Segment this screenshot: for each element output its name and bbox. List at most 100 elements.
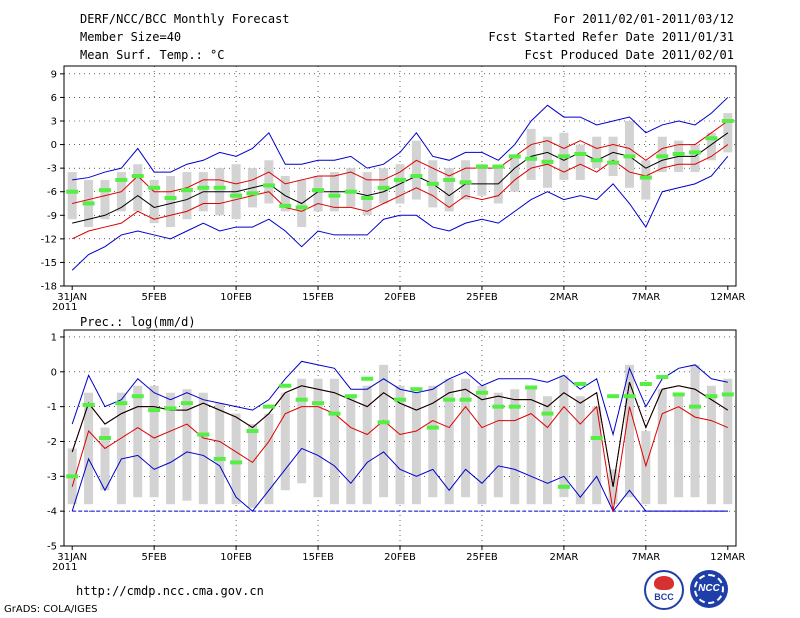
- observed-marker: [525, 156, 538, 161]
- observed-marker: [705, 136, 718, 141]
- observed-marker: [475, 390, 488, 395]
- observed-marker: [131, 174, 144, 178]
- ncc-logo-text: NCC: [698, 583, 720, 594]
- ensemble-box: [313, 176, 323, 212]
- observed-marker: [262, 404, 275, 409]
- x-tick-label: 2MAR: [550, 552, 579, 563]
- ensemble-box: [510, 156, 520, 192]
- ensemble-box: [526, 389, 536, 505]
- observed-marker: [426, 181, 439, 186]
- y-tick-label: -6: [47, 187, 57, 198]
- observed-marker: [459, 180, 472, 185]
- observed-marker: [246, 429, 259, 434]
- observed-marker: [492, 164, 505, 169]
- x-year-label: 2011: [52, 302, 77, 313]
- y-tick-label: 0: [51, 140, 57, 151]
- y-tick-label: -4: [47, 507, 57, 518]
- ensemble-box: [362, 385, 372, 505]
- ensemble-box: [116, 392, 126, 505]
- observed-marker: [508, 154, 521, 159]
- observed-marker: [328, 193, 341, 198]
- x-tick-label: 15FEB: [302, 552, 334, 563]
- x-tick-label: 10FEB: [220, 292, 252, 303]
- ensemble-box: [592, 136, 602, 169]
- ensemble-box: [526, 128, 536, 180]
- y-tick-label: 3: [51, 117, 57, 128]
- ensemble-box: [280, 392, 290, 491]
- observed-marker: [394, 397, 406, 402]
- observed-marker: [312, 188, 325, 193]
- observed-marker: [82, 402, 95, 407]
- ensemble-box: [379, 364, 389, 498]
- x-tick-label: 25FEB: [466, 552, 498, 563]
- ensemble-box: [166, 392, 176, 505]
- ensemble-box: [149, 179, 159, 224]
- observed-marker: [574, 382, 587, 386]
- ensemble-box: [362, 172, 372, 216]
- observed-marker: [344, 394, 357, 399]
- observed-marker: [508, 404, 521, 409]
- observed-marker: [361, 196, 374, 200]
- fcst-started-date: Fcst Started Refer Date 2011/01/31: [488, 30, 734, 44]
- x-tick-label: 2MAR: [550, 292, 579, 303]
- observed-marker: [180, 401, 193, 406]
- observed-marker: [590, 158, 603, 163]
- x-tick-label: 20FEB: [384, 292, 416, 303]
- bcc-logo-text: BCC: [654, 592, 674, 602]
- series-lower-line: [71, 405, 729, 512]
- ensemble-box: [493, 392, 503, 498]
- series-mean-line: [71, 382, 729, 487]
- ensemble-box: [477, 385, 487, 505]
- observed-marker: [459, 397, 472, 402]
- observed-marker: [639, 382, 652, 386]
- x-tick-label: 12MAR: [710, 292, 745, 303]
- ensemble-box: [444, 168, 454, 212]
- ensemble-box: [543, 396, 553, 505]
- y-tick-label: 6: [51, 93, 57, 104]
- observed-marker: [705, 394, 718, 399]
- observed-marker: [721, 119, 734, 123]
- ensemble-box: [264, 413, 274, 505]
- observed-marker: [115, 177, 128, 182]
- ensemble-box: [690, 144, 700, 173]
- grads-credit: GrADS: COLA/IGES: [4, 604, 98, 615]
- observed-marker: [410, 387, 423, 392]
- observed-marker: [66, 474, 79, 479]
- observed-marker: [541, 411, 554, 416]
- ensemble-box: [247, 424, 257, 508]
- observed-marker: [262, 183, 275, 188]
- website-url[interactable]: http://cmdp.ncc.cma.gov.cn: [76, 584, 264, 598]
- ensemble-box: [198, 392, 208, 505]
- observed-marker: [98, 188, 111, 193]
- observed-marker: [721, 392, 734, 397]
- x-tick-label: 31JAN: [57, 292, 87, 303]
- ensemble-box: [706, 385, 716, 505]
- x-tick-label: 12MAR: [710, 552, 745, 563]
- observed-marker: [623, 154, 636, 159]
- observed-marker: [656, 375, 669, 380]
- ensemble-box: [461, 160, 471, 200]
- ensemble-box: [592, 406, 602, 505]
- chart-title: DERF/NCC/BCC Monthly Forecast: [80, 12, 290, 26]
- observed-marker: [295, 205, 308, 210]
- observed-marker: [279, 383, 292, 388]
- ensemble-box: [100, 427, 110, 491]
- x-tick-label: 5FEB: [141, 292, 166, 303]
- ensemble-box: [182, 389, 192, 501]
- ensemble-box: [723, 378, 733, 505]
- ensemble-box: [411, 392, 421, 505]
- y-tick-label: -18: [41, 282, 57, 293]
- observed-marker: [689, 404, 702, 409]
- x-tick-label: 15FEB: [302, 292, 334, 303]
- y-tick-label: 9: [51, 69, 57, 80]
- observed-marker: [213, 456, 226, 461]
- observed-marker: [115, 401, 128, 406]
- observed-marker: [656, 154, 669, 159]
- observed-marker: [82, 201, 95, 206]
- ensemble-box: [149, 385, 159, 498]
- observed-marker: [443, 177, 456, 182]
- observed-marker: [672, 152, 685, 156]
- ensemble-box: [510, 389, 520, 505]
- ensemble-box: [133, 164, 143, 212]
- bcc-logo: BCC: [644, 570, 684, 610]
